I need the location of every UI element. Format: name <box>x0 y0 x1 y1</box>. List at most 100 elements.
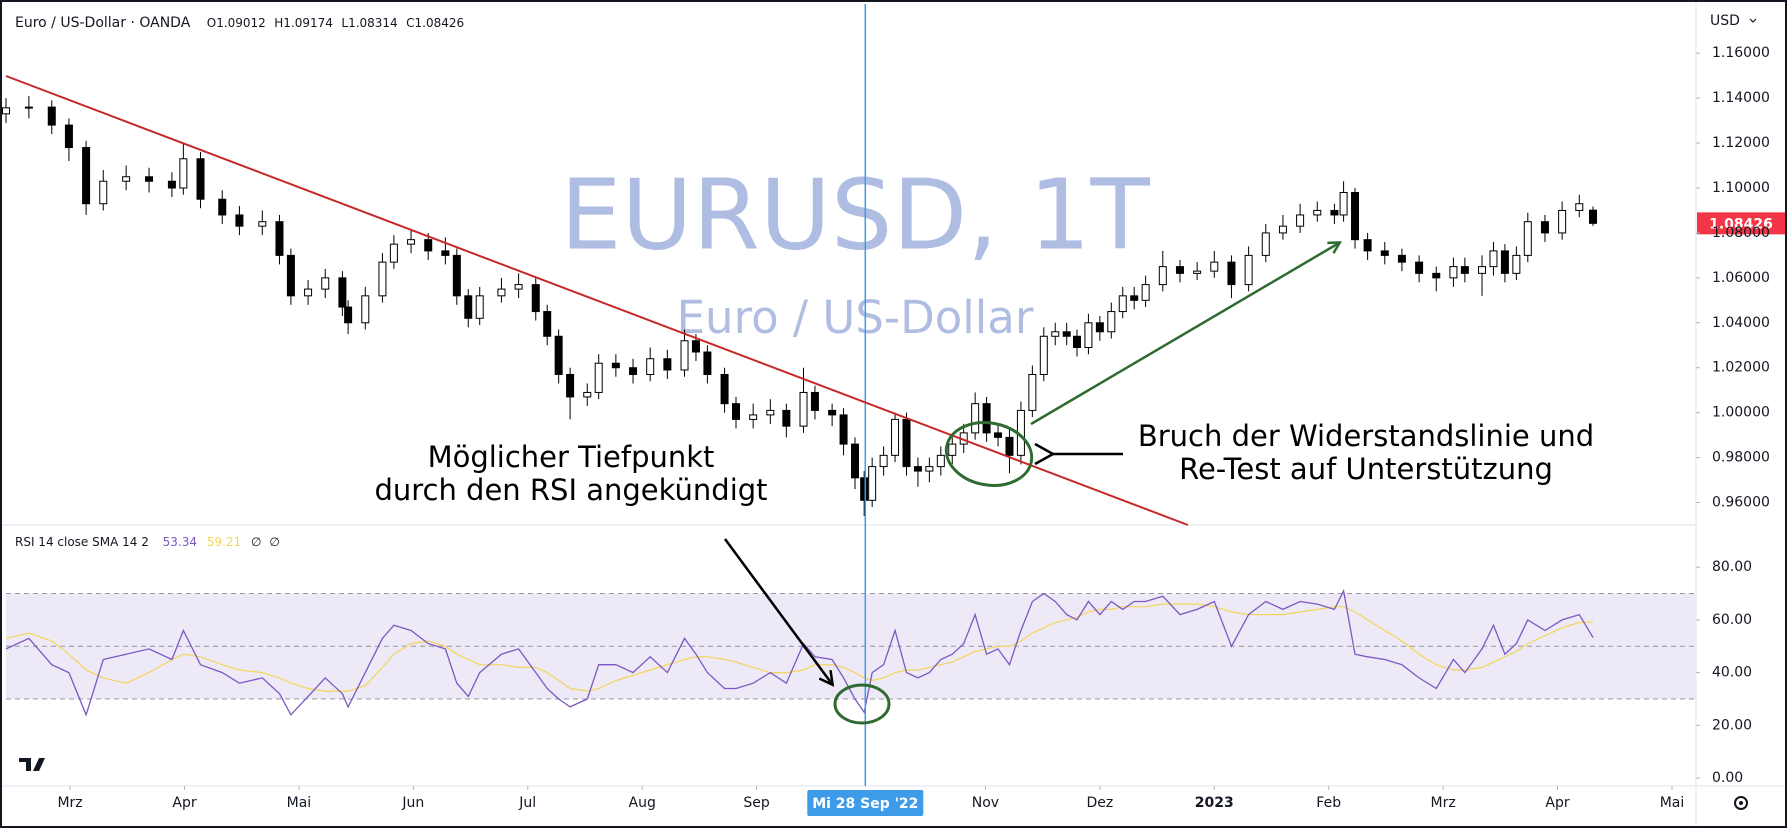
candle-body <box>1051 331 1060 337</box>
candle-body <box>145 176 154 182</box>
candle-body <box>1512 254 1521 274</box>
y-tick-label: 1.16000 <box>1712 45 1770 61</box>
indicator-flag: ∅ <box>269 535 279 549</box>
ohlc-value: 1.09012 <box>216 16 266 30</box>
currency[interactable]: USD <box>1710 13 1740 29</box>
candle-body <box>2 107 10 115</box>
candle-body <box>378 261 387 297</box>
logo <box>19 758 45 771</box>
last-price-label: 1.08426 <box>1709 216 1773 232</box>
candle-body <box>1449 266 1458 279</box>
candle-body <box>891 418 900 456</box>
y-tick-label: 0.98000 <box>1712 450 1770 466</box>
symbol-title: Euro / US-Dollar · OANDA <box>15 15 191 31</box>
candle-body <box>464 295 473 319</box>
candle-body <box>1084 322 1093 349</box>
candle-body <box>24 106 33 109</box>
candle-body <box>839 414 848 445</box>
candle-body <box>1540 221 1549 234</box>
x-tick-label: Mrz <box>57 795 82 811</box>
candle-body <box>47 106 56 126</box>
candle-body <box>925 466 934 472</box>
candle-body <box>514 284 523 290</box>
candle-body <box>799 391 808 427</box>
indicator-flag: ∅ <box>251 535 261 549</box>
candle-body <box>1158 266 1167 286</box>
candle-body <box>218 198 227 216</box>
candle-body <box>235 214 244 227</box>
y-tick-label: 1.14000 <box>1712 90 1770 106</box>
highlight-ellipse <box>944 421 1034 487</box>
candle-body <box>749 414 758 420</box>
arrow <box>723 538 832 684</box>
indicator-line <box>5 588 1594 717</box>
candle-body <box>1005 436 1014 456</box>
candle-body <box>304 288 313 297</box>
candle-body <box>407 239 416 245</box>
candle-body <box>1380 250 1389 256</box>
candle-body <box>1558 209 1567 234</box>
candle-body <box>680 340 689 371</box>
candle-body <box>1575 203 1584 211</box>
candle-body <box>1589 209 1598 224</box>
candle-body <box>167 180 176 189</box>
candle-body <box>583 391 592 398</box>
candle-body <box>982 403 991 434</box>
x-tick-label: Feb <box>1316 795 1341 811</box>
x-tick-label: Dez <box>1086 795 1113 811</box>
y-tick-label: 40.00 <box>1712 665 1752 681</box>
watermark: EURUSD, 1T <box>560 158 1150 271</box>
candle-body <box>1095 322 1104 333</box>
settings-button[interactable] <box>1734 796 1748 810</box>
candle-body <box>338 277 347 308</box>
candle-body <box>629 367 638 375</box>
x-tick-label: Jul <box>518 795 536 811</box>
y-tick-label: 1.02000 <box>1712 360 1770 376</box>
crosshair-label: Mi 28 Sep '22 <box>812 796 918 812</box>
candle-body <box>971 403 980 434</box>
annotation: durch den RSI angekündigt <box>374 473 767 507</box>
candle-body <box>1210 261 1219 272</box>
candle-body <box>64 124 73 149</box>
x-tick-label: Apr <box>1545 795 1569 811</box>
y-tick-label: 1.08000 <box>1712 225 1770 241</box>
candle-body <box>1028 373 1037 411</box>
candle-body <box>1415 261 1424 274</box>
candle-body <box>1118 295 1127 313</box>
x-tick-label: Mrz <box>1431 795 1456 811</box>
candle-body <box>732 403 741 420</box>
annotation: Bruch der Widerstandslinie und <box>1138 419 1594 453</box>
trend-line <box>5 75 1189 526</box>
candle-body <box>1489 250 1498 268</box>
candle-body <box>275 221 284 256</box>
candle-body <box>782 409 791 427</box>
candle-body <box>543 311 552 337</box>
indicator-value: 53.34 <box>163 535 197 549</box>
y-tick-label: 1.06000 <box>1712 270 1770 286</box>
candle-body <box>936 454 945 468</box>
candle-body <box>1460 266 1469 274</box>
indicator-value: 59.21 <box>207 535 241 549</box>
y-tick-label: 1.12000 <box>1712 135 1770 151</box>
candle-body <box>441 250 450 256</box>
plot: 1.08426 0.96000 0.98000 1.00000 1.02000 1.040… <box>2 4 1785 816</box>
candle-body <box>122 176 131 182</box>
candle-body <box>1072 335 1081 349</box>
last-price-tag <box>1697 212 1785 235</box>
candle-body <box>1478 266 1487 274</box>
candle-body <box>1313 209 1322 216</box>
candle-body <box>703 351 712 375</box>
arrow <box>1030 243 1339 426</box>
y-tick-label: 1.10000 <box>1712 180 1770 196</box>
candle-body <box>1296 214 1305 227</box>
candle-body <box>554 335 563 375</box>
candle-body <box>99 180 108 205</box>
candle-body <box>1227 261 1236 286</box>
indicator-line <box>5 603 1594 692</box>
x-tick-label: Apr <box>172 795 196 811</box>
y-tick-label: 80.00 <box>1712 559 1752 575</box>
candle-body <box>361 295 370 324</box>
y-tick-label: 60.00 <box>1712 612 1752 628</box>
